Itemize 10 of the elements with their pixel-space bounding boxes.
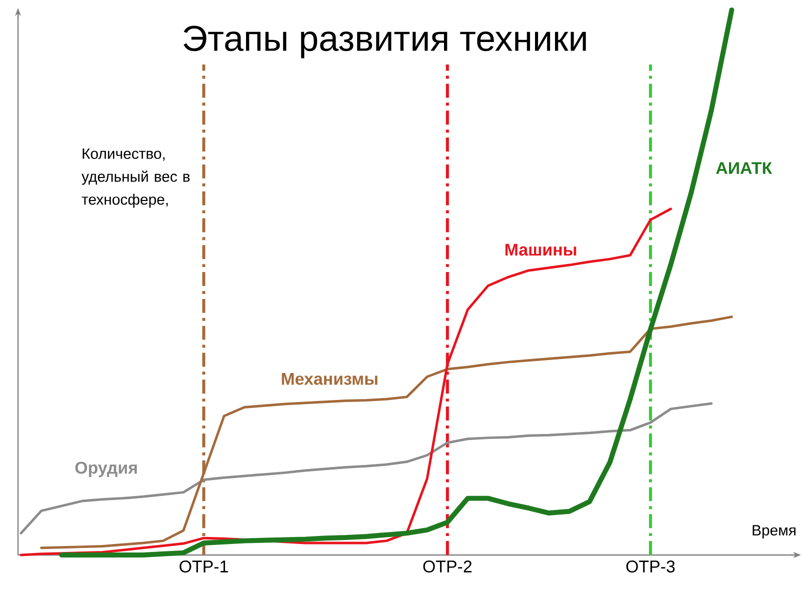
series-label: Орудия [75,462,137,478]
series-label: Механизмы [282,373,378,385]
x-axis-title: Время [752,525,796,538]
x-tick-label: OTP-2 [423,560,472,572]
chart-title: Этапы развития техники [184,26,586,58]
x-tick-label: OTP-1 [180,560,228,572]
x-tick-label: OTP-3 [626,560,675,572]
y-axis-title: Количество, удельный вес в техносфере, [82,148,190,208]
series-label: АИАТК [716,162,772,174]
series-label: Машины [505,244,576,256]
